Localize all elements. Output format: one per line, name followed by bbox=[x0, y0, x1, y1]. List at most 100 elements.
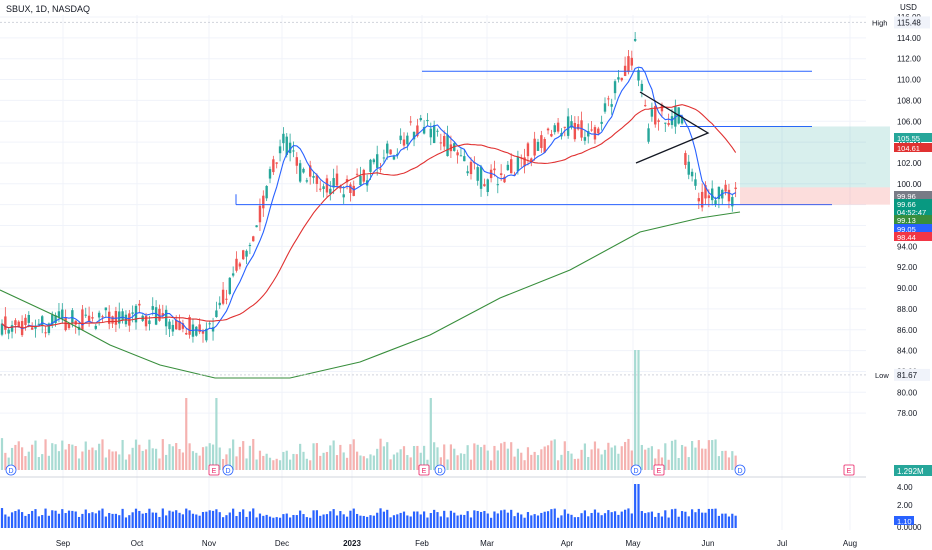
candle-body bbox=[412, 131, 416, 140]
candle-body bbox=[510, 159, 513, 174]
candle-body bbox=[714, 200, 717, 205]
candle-body bbox=[4, 316, 7, 330]
indicator-bar bbox=[617, 514, 620, 528]
indicator-bar bbox=[674, 508, 677, 528]
indicator-bar bbox=[104, 516, 107, 528]
volume-bar bbox=[339, 444, 342, 470]
candle-body bbox=[694, 179, 697, 186]
indicator-bar bbox=[593, 509, 597, 528]
volume-bar bbox=[546, 445, 550, 470]
indicator-bar bbox=[459, 514, 463, 528]
indicator-bar bbox=[533, 514, 536, 528]
volume-bar bbox=[178, 449, 181, 470]
candle-body bbox=[332, 178, 335, 188]
volume-bar bbox=[610, 447, 613, 470]
candle-body bbox=[181, 323, 185, 329]
volume-bar bbox=[238, 446, 241, 470]
volume-bar bbox=[7, 457, 10, 470]
volume-bar bbox=[607, 442, 610, 470]
volume-bar bbox=[630, 450, 633, 470]
indicator-bar bbox=[299, 510, 302, 528]
indicator-bar bbox=[61, 509, 64, 528]
candle-body bbox=[0, 323, 4, 335]
volume-bar bbox=[717, 456, 720, 470]
price-tick: 94.00 bbox=[897, 242, 918, 251]
price-tick: 114.00 bbox=[897, 34, 921, 43]
candle-body bbox=[101, 316, 104, 318]
candle-body bbox=[178, 320, 181, 331]
time-tick: Sep bbox=[56, 539, 71, 548]
indicator-tick: 4.00 bbox=[897, 483, 913, 492]
indicator-bar bbox=[493, 511, 496, 528]
candle-body bbox=[416, 125, 419, 137]
indicator-bar bbox=[490, 517, 493, 528]
candle-body bbox=[94, 325, 97, 329]
volume-bar bbox=[211, 444, 215, 470]
volume-bar bbox=[486, 450, 489, 470]
candle-body bbox=[399, 135, 402, 141]
indicator-bar bbox=[88, 513, 91, 528]
indicator-bar bbox=[610, 512, 613, 528]
price-badge bbox=[894, 224, 932, 233]
candle-body bbox=[111, 316, 114, 324]
candle-body bbox=[131, 312, 134, 314]
indicator-badge bbox=[894, 516, 914, 525]
indicator-bar bbox=[570, 514, 573, 528]
price-axis[interactable]: 116.00114.00112.00110.00108.00106.00104.… bbox=[0, 13, 932, 532]
volume-bar bbox=[463, 453, 466, 470]
candle-body bbox=[138, 303, 141, 306]
volume-bar bbox=[526, 447, 530, 470]
indicator-tick: 2.00 bbox=[897, 501, 913, 510]
volume-bar bbox=[24, 456, 27, 470]
indicator-bar bbox=[205, 511, 208, 528]
candlesticks[interactable] bbox=[0, 31, 737, 343]
indicator-bar bbox=[64, 513, 67, 528]
candle-body bbox=[724, 184, 727, 192]
indicator-bar bbox=[630, 513, 633, 528]
candle-body bbox=[610, 104, 613, 107]
volume-bar bbox=[503, 441, 506, 470]
indicator-bar bbox=[369, 515, 372, 528]
candle-body bbox=[322, 186, 325, 190]
price-badge-label: 104.61 bbox=[897, 144, 920, 153]
candle-body bbox=[201, 331, 205, 334]
dividend-marker: D bbox=[5, 464, 17, 476]
volume-bar bbox=[583, 443, 586, 470]
indicator-bar bbox=[114, 513, 117, 528]
candle-body bbox=[272, 159, 275, 173]
volume-bar bbox=[406, 455, 409, 470]
indicator-bar bbox=[201, 512, 205, 528]
indicator-bar bbox=[402, 511, 406, 528]
candle-body bbox=[697, 198, 700, 202]
volume-bars bbox=[0, 350, 737, 470]
time-axis[interactable]: Sep Oct Nov Dec 2023 Feb Mar Apr May Jun Jul Aug bbox=[56, 539, 857, 548]
candle-body bbox=[372, 159, 376, 163]
volume-bar bbox=[711, 440, 714, 470]
candle-body bbox=[285, 136, 288, 155]
marker-shape bbox=[222, 464, 234, 476]
price-tick: 112.00 bbox=[897, 55, 921, 64]
candle-body bbox=[315, 175, 319, 184]
candle-body bbox=[556, 122, 560, 132]
candle-body bbox=[429, 128, 432, 138]
volume-bar bbox=[77, 458, 81, 470]
price-tick: 84.00 bbox=[897, 347, 918, 356]
indicator-bar bbox=[21, 512, 24, 528]
indicator-bar bbox=[242, 509, 245, 528]
volume-bar bbox=[453, 448, 456, 470]
volume-bar bbox=[131, 447, 134, 470]
price-tick: 90.00 bbox=[897, 284, 918, 293]
indicator-bar bbox=[483, 510, 486, 528]
volume-bar bbox=[510, 442, 513, 470]
indicator-bar bbox=[714, 508, 717, 528]
candle-body bbox=[680, 116, 684, 124]
volume-bar bbox=[185, 398, 188, 470]
volume-bar bbox=[245, 458, 248, 470]
drawings[interactable] bbox=[235, 70, 890, 206]
indicator-bar bbox=[563, 509, 566, 528]
indicator-bar bbox=[469, 517, 473, 528]
volume-bar bbox=[724, 450, 727, 470]
candle-body bbox=[479, 166, 483, 189]
